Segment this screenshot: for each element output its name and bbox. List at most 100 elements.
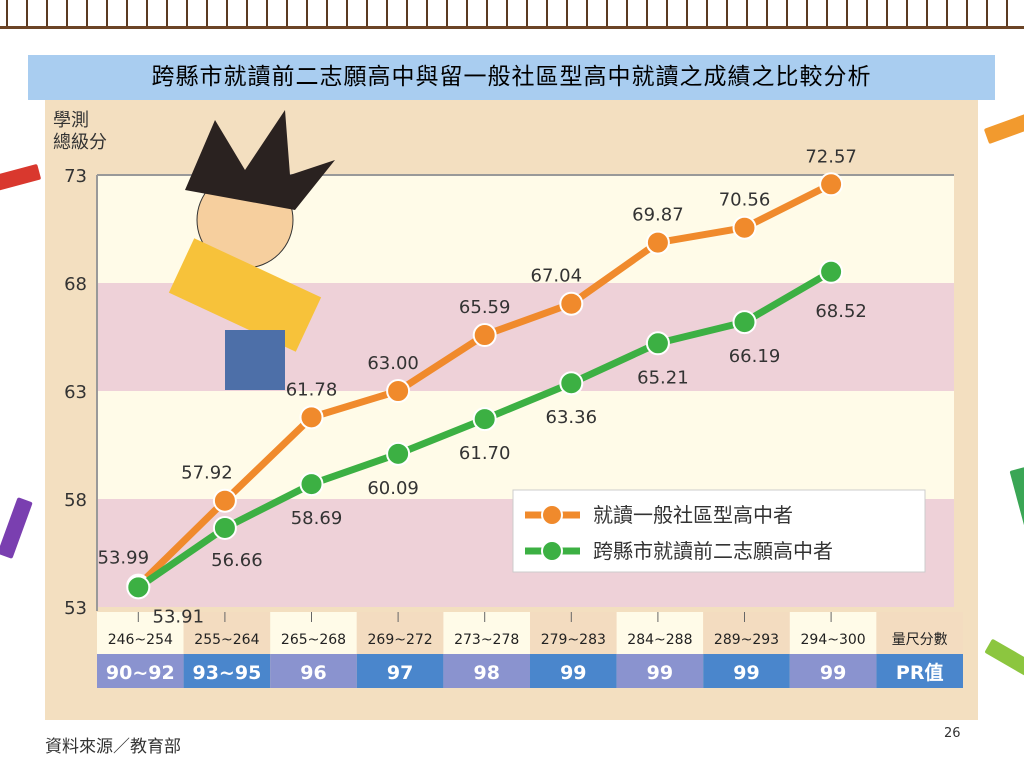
y-tick-label: 63 <box>64 382 87 403</box>
data-point <box>645 331 670 356</box>
data-point <box>559 291 584 316</box>
legend-swatch-point <box>541 540 563 562</box>
pr-value: 99 <box>647 662 673 684</box>
y-axis-title: 學測 <box>53 110 89 131</box>
data-point <box>732 310 757 335</box>
y-tick-label: 68 <box>64 274 87 295</box>
pr-value: 97 <box>387 662 413 684</box>
data-label: 72.57 <box>805 146 857 167</box>
legend-label: 就讀一般社區型高中者 <box>593 503 793 527</box>
x-tick-label: 269~272 <box>368 632 433 648</box>
pr-cell <box>97 654 184 688</box>
category-cell <box>183 612 271 654</box>
pr-value: 98 <box>473 662 499 684</box>
pr-cell <box>616 654 704 688</box>
data-point <box>212 515 237 540</box>
category-cell <box>530 612 617 654</box>
data-label: 65.21 <box>637 367 689 388</box>
pr-cell <box>443 654 530 688</box>
pr-cell <box>530 654 617 688</box>
pr-value: 99 <box>560 662 586 684</box>
data-label: 70.56 <box>719 190 771 211</box>
data-label: 65.59 <box>459 297 511 318</box>
legend-swatch-point <box>541 504 563 526</box>
pencil-decoration <box>1009 466 1024 530</box>
data-label: 61.70 <box>459 443 511 464</box>
category-cell <box>97 612 184 654</box>
data-point <box>299 472 324 497</box>
data-label: 53.99 <box>98 548 150 569</box>
category-cell <box>876 612 963 654</box>
data-label: 67.04 <box>531 266 583 287</box>
mascot-illustration <box>168 110 335 390</box>
pencil-decoration <box>0 497 33 559</box>
pr-value: 96 <box>300 662 326 684</box>
data-point <box>732 215 757 240</box>
category-cell <box>616 612 704 654</box>
pencil-decoration <box>983 111 1024 145</box>
pr-row-label: PR值 <box>896 661 944 684</box>
source-note: 資料來源／教育部 <box>45 737 181 757</box>
data-label: 61.78 <box>286 379 338 400</box>
y-tick-label: 58 <box>64 490 87 511</box>
slide-title: 跨縣市就讀前二志願高中與留一般社區型高中就讀之成績之比較分析 <box>28 55 995 100</box>
y-tick-label: 73 <box>64 166 87 187</box>
data-point <box>472 323 497 348</box>
data-point <box>386 441 411 466</box>
data-label: 60.09 <box>367 478 419 499</box>
data-label: 69.87 <box>632 205 684 226</box>
legend <box>512 489 926 573</box>
x-tick-label: 279~283 <box>541 632 606 648</box>
chart-panel: 73 68 63 58 53 學測 總級分 246~254 255~264 265~268 269~… <box>45 100 978 720</box>
category-cell <box>443 612 530 654</box>
data-point <box>212 488 237 513</box>
data-point <box>472 407 497 432</box>
data-label: 58.69 <box>291 508 343 529</box>
pr-cell <box>183 654 271 688</box>
data-point <box>819 259 844 284</box>
pr-cell <box>876 654 963 688</box>
data-label: 57.92 <box>181 463 233 484</box>
notebook-spiral-binding <box>0 0 1024 29</box>
data-label: 66.19 <box>729 346 781 367</box>
x-tick-label: 246~254 <box>108 632 173 648</box>
pr-value: 99 <box>820 662 846 684</box>
page-number: 26 <box>944 726 961 741</box>
data-point <box>126 575 151 600</box>
category-cell <box>270 612 357 654</box>
data-label: 53.91 <box>153 606 205 627</box>
data-point <box>645 230 670 255</box>
data-point <box>386 379 411 403</box>
pr-value: 93~95 <box>192 662 261 684</box>
data-label: 63.36 <box>546 407 598 428</box>
pr-cell <box>356 654 444 688</box>
x-tick-label: 289~293 <box>714 632 779 648</box>
category-cell <box>703 612 790 654</box>
pencil-decoration <box>0 163 42 193</box>
category-row-label: 量尺分數 <box>892 632 948 648</box>
pr-cell <box>270 654 357 688</box>
x-tick-label: 265~268 <box>281 632 346 648</box>
x-tick-label: 273~278 <box>454 632 519 648</box>
data-point <box>819 172 844 197</box>
pr-value: 99 <box>733 662 759 684</box>
data-label: 63.00 <box>367 353 419 374</box>
data-label: 68.52 <box>815 301 867 322</box>
category-cell <box>789 612 877 654</box>
pr-value: 90~92 <box>106 662 175 684</box>
data-label: 56.66 <box>211 550 263 571</box>
pr-cell <box>789 654 877 688</box>
x-tick-label: 284~288 <box>627 632 692 648</box>
pencil-decoration <box>984 638 1024 678</box>
x-tick-label: 294~300 <box>801 632 866 648</box>
data-point <box>559 371 584 396</box>
y-axis-title: 總級分 <box>53 132 107 153</box>
x-tick-label: 255~264 <box>194 632 259 648</box>
category-cell <box>356 612 444 654</box>
pr-cell <box>703 654 790 688</box>
y-tick-label: 53 <box>64 598 87 619</box>
plot-band <box>97 391 954 499</box>
data-point <box>299 405 324 430</box>
legend-label: 跨縣市就讀前二志願高中者 <box>593 539 833 563</box>
